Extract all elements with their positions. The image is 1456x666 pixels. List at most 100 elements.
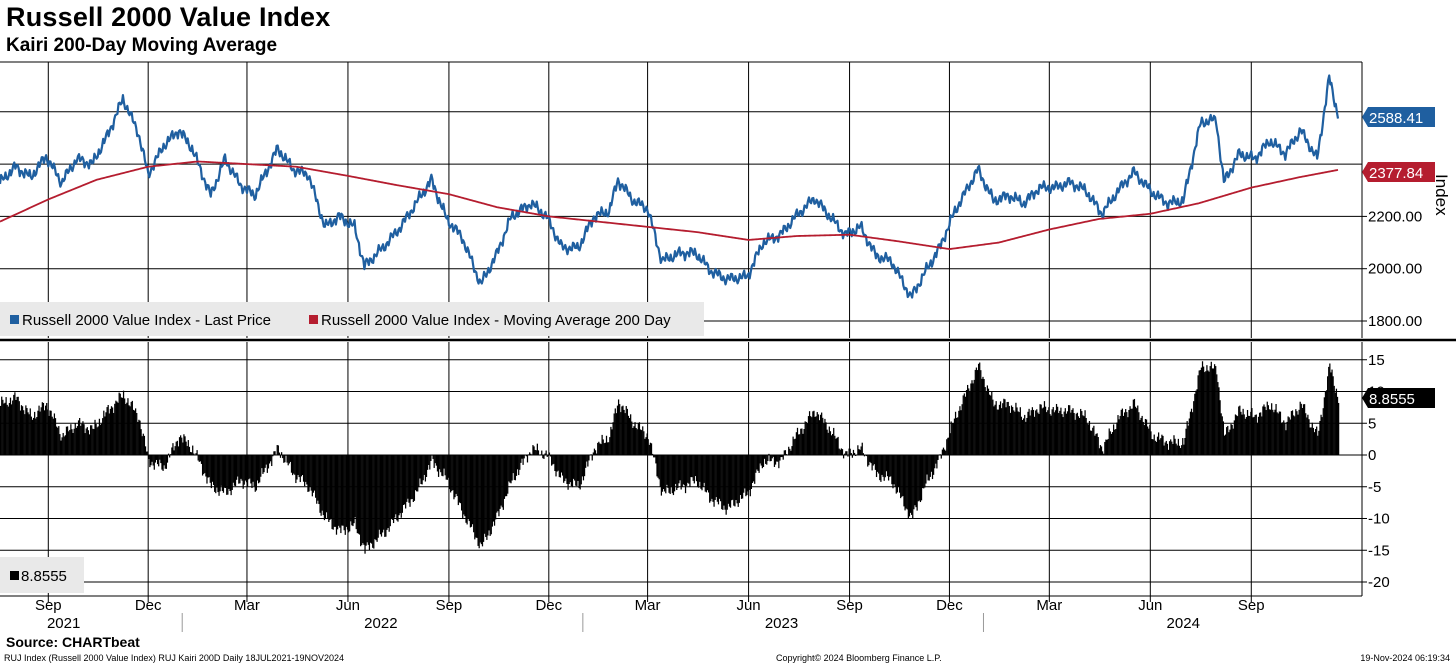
kairi-bar bbox=[1332, 376, 1334, 455]
kairi-bar bbox=[684, 455, 687, 494]
kairi-bar bbox=[71, 429, 73, 455]
y-tick-label-top-2: 2200.00 bbox=[1368, 208, 1422, 225]
kairi-bar bbox=[746, 455, 748, 496]
kairi-bar bbox=[578, 455, 580, 489]
kairi-bar bbox=[847, 455, 849, 457]
kairi-bar bbox=[1333, 385, 1335, 455]
kairi-bar bbox=[235, 455, 238, 480]
kairi-bar bbox=[1301, 407, 1304, 455]
kairi-bar bbox=[976, 370, 979, 455]
kairi-bar bbox=[26, 408, 28, 455]
kairi-bar bbox=[938, 454, 940, 455]
kairi-bar bbox=[801, 428, 803, 455]
kairi-bar bbox=[1145, 419, 1148, 455]
kairi-bar bbox=[57, 427, 59, 455]
x-month-label-10: Mar bbox=[1036, 597, 1062, 614]
kairi-bar bbox=[1153, 434, 1155, 455]
kairi-bar bbox=[1123, 412, 1126, 455]
kairi-bar bbox=[980, 370, 982, 455]
kairi-bar bbox=[912, 455, 914, 519]
kairi-bar bbox=[774, 455, 777, 465]
kairi-bar bbox=[705, 455, 708, 493]
kairi-bar bbox=[156, 455, 159, 465]
kairi-bar bbox=[641, 430, 643, 455]
kairi-bar bbox=[1147, 426, 1149, 455]
kairi-bar bbox=[850, 453, 852, 455]
kairi-bar bbox=[1112, 424, 1115, 455]
kairi-bar bbox=[248, 455, 250, 480]
kairi-bar bbox=[1198, 370, 1200, 455]
kairi-bar bbox=[1265, 410, 1267, 455]
y-tick-label-bottom-2: 5 bbox=[1368, 415, 1376, 432]
kairi-bar bbox=[515, 455, 518, 476]
kairi-bar bbox=[521, 455, 523, 459]
kairi-bar bbox=[790, 450, 792, 455]
kairi-bar bbox=[441, 455, 443, 476]
kairi-bar bbox=[706, 455, 709, 491]
kairi-bar bbox=[319, 455, 321, 513]
kairi-bar bbox=[381, 455, 384, 533]
kairi-bar bbox=[1297, 414, 1299, 455]
kairi-bar bbox=[391, 455, 394, 520]
kairi-bar bbox=[160, 455, 162, 464]
kairi-bar bbox=[480, 455, 483, 545]
tick-labels: Sep Dec Mar Jun Sep Dec Mar Jun Sep Dec Mar Jun Sep2… bbox=[35, 208, 1422, 632]
kairi-bar bbox=[642, 426, 644, 455]
kairi-bar bbox=[1120, 409, 1122, 455]
kairi-bar bbox=[187, 440, 189, 455]
kairi-bar bbox=[1185, 428, 1187, 455]
kairi-bar bbox=[115, 400, 117, 455]
kairi-bar bbox=[1209, 366, 1211, 455]
kairi-bar bbox=[868, 455, 870, 466]
kairi-bar bbox=[120, 397, 122, 455]
kairi-bar bbox=[493, 455, 496, 526]
kairi-bar bbox=[572, 455, 575, 479]
kairi-bar bbox=[1227, 425, 1229, 455]
legend-label-kairi: 8.8555 bbox=[21, 568, 67, 585]
kairi-bar bbox=[943, 449, 946, 455]
kairi-bar bbox=[399, 455, 401, 514]
kairi-bar bbox=[420, 455, 422, 485]
kairi-bar bbox=[909, 455, 912, 513]
source-label: Source: CHARTbeat bbox=[6, 634, 140, 650]
kairi-bar bbox=[358, 455, 361, 535]
kairi-bar bbox=[560, 455, 563, 473]
kairi-bar bbox=[1129, 406, 1131, 455]
kairi-bar bbox=[1193, 401, 1195, 455]
kairi-bar bbox=[795, 432, 798, 455]
kairi-bar bbox=[737, 455, 739, 507]
x-month-label-11: Jun bbox=[1138, 597, 1162, 614]
kairi-bar bbox=[658, 455, 660, 480]
kairi-bar bbox=[1048, 407, 1050, 455]
kairi-bar bbox=[769, 455, 771, 462]
kairi-bar bbox=[540, 454, 542, 455]
kairi-bar bbox=[895, 455, 897, 494]
kairi-bar bbox=[877, 455, 879, 472]
kairi-bar bbox=[429, 455, 431, 470]
kairi-bar bbox=[180, 435, 182, 455]
kairi-bar bbox=[557, 455, 559, 471]
kairi-bar bbox=[814, 416, 816, 455]
kairi-bar bbox=[68, 431, 70, 455]
kairi-bar bbox=[145, 451, 148, 455]
kairi-bar bbox=[571, 455, 574, 488]
kairi-bar bbox=[594, 450, 597, 455]
kairi-bar bbox=[628, 418, 631, 455]
kairi-bar bbox=[650, 443, 653, 455]
kairi-bar bbox=[1199, 370, 1201, 455]
kairi-bar bbox=[789, 448, 791, 455]
kairi-bar bbox=[704, 455, 706, 492]
kairi-bar bbox=[627, 415, 630, 455]
kairi-bar bbox=[1098, 448, 1100, 455]
legend-swatch-kairi bbox=[10, 571, 19, 580]
kairi-bar bbox=[1165, 440, 1167, 455]
kairi-bar bbox=[1334, 392, 1336, 455]
kairi-bar bbox=[284, 455, 286, 463]
kairi-bar bbox=[1277, 413, 1279, 455]
kairi-bar bbox=[838, 448, 840, 455]
kairi-bar bbox=[364, 455, 366, 554]
kairi-bar bbox=[473, 455, 475, 533]
kairi-bar bbox=[1233, 420, 1235, 455]
kairi-bar bbox=[827, 432, 829, 455]
kairi-bar bbox=[346, 455, 349, 530]
